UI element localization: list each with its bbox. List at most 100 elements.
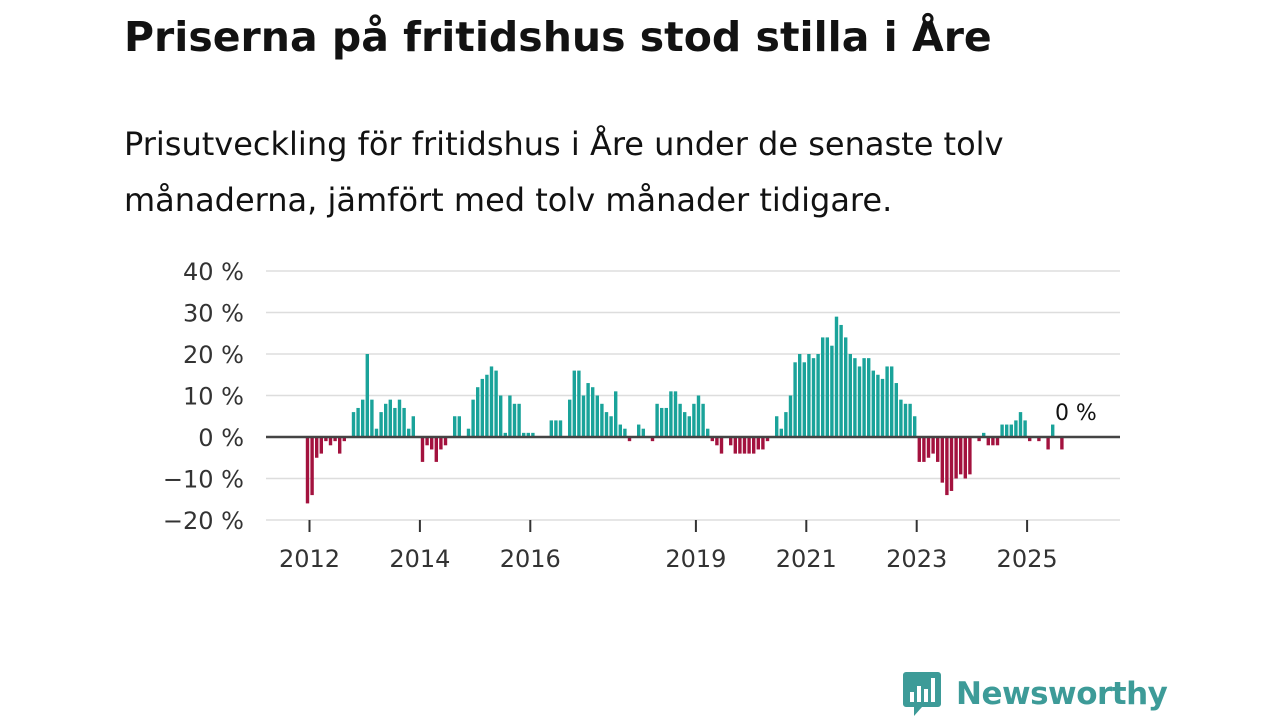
bar <box>397 399 402 437</box>
bar <box>945 437 949 496</box>
bar <box>913 416 917 437</box>
bar <box>811 358 816 437</box>
bar <box>365 354 369 437</box>
bar <box>393 407 397 437</box>
bar <box>439 437 443 450</box>
bar <box>977 437 981 442</box>
chart-title: Priserna på fritidshus stod stilla i Åre <box>124 13 992 61</box>
bar <box>742 437 747 454</box>
bar <box>899 399 903 437</box>
bar <box>485 374 489 437</box>
bar <box>342 437 346 442</box>
bar <box>926 437 931 458</box>
y-tick-label: −20 % <box>163 507 244 535</box>
bar <box>890 366 894 437</box>
x-tick-label: 2019 <box>665 545 726 573</box>
bar <box>871 370 875 437</box>
bar <box>522 432 526 437</box>
y-axis-labels: 40 % 30 % 20 % 10 % 0 % −10 % −20 % <box>163 258 244 535</box>
bar <box>830 345 834 437</box>
bar <box>991 437 995 446</box>
bar <box>664 407 668 437</box>
bar <box>761 437 765 450</box>
bar <box>848 354 852 437</box>
bar <box>457 416 461 437</box>
bar <box>1051 424 1055 437</box>
bar <box>407 428 411 437</box>
bar <box>351 412 356 437</box>
bar <box>480 378 484 437</box>
bar <box>857 366 862 437</box>
bar <box>968 437 972 475</box>
bar <box>683 412 687 437</box>
bar <box>669 391 673 437</box>
bar <box>319 437 323 454</box>
y-tick-label: 10 % <box>183 383 244 411</box>
bar <box>949 437 954 491</box>
bar <box>908 403 912 437</box>
bar <box>954 437 958 479</box>
bar <box>715 437 719 446</box>
x-tick-label: 2014 <box>389 545 450 573</box>
bar <box>917 437 921 462</box>
bar <box>816 354 820 437</box>
bar <box>471 399 475 437</box>
y-tick-label: 20 % <box>183 341 244 369</box>
bar <box>595 395 599 437</box>
x-axis: 2012 2014 2016 2019 2021 2023 2025 <box>279 520 1058 573</box>
bar <box>719 437 724 454</box>
bar <box>1014 420 1018 437</box>
x-tick-label: 2016 <box>500 545 561 573</box>
bar <box>370 399 374 437</box>
bar <box>1023 420 1027 437</box>
bar <box>867 358 871 437</box>
bar <box>963 437 967 479</box>
bar <box>678 403 682 437</box>
bar <box>802 362 806 437</box>
bar <box>517 403 521 437</box>
bar <box>765 437 770 442</box>
bar <box>747 437 751 454</box>
chart-subtitle: Prisutveckling för fritidshus i Åre unde… <box>124 125 1004 219</box>
bar <box>752 437 756 454</box>
y-tick-label: 0 % <box>198 424 244 452</box>
bar <box>623 428 627 437</box>
y-tick-label: 30 % <box>183 300 244 328</box>
bar <box>1009 424 1013 437</box>
bar <box>756 437 760 450</box>
bar <box>706 428 710 437</box>
bar <box>600 403 604 437</box>
bar <box>844 337 848 437</box>
bar <box>821 337 825 437</box>
bar <box>673 391 678 437</box>
bar <box>1018 412 1023 437</box>
bar <box>660 407 664 437</box>
bar <box>986 437 990 446</box>
bar <box>328 437 333 446</box>
bar <box>402 407 406 437</box>
x-tick-label: 2023 <box>886 545 947 573</box>
bar <box>880 378 885 437</box>
bar <box>637 424 641 437</box>
bar <box>834 316 839 437</box>
bar <box>959 437 963 475</box>
bar <box>374 428 379 437</box>
bar <box>604 412 609 437</box>
bar <box>903 403 908 437</box>
bar <box>1028 437 1032 442</box>
bar <box>310 437 314 496</box>
bar <box>862 358 866 437</box>
bar <box>641 428 645 437</box>
bar <box>692 403 696 437</box>
bar <box>315 437 319 458</box>
bar <box>531 432 535 437</box>
bar <box>1005 424 1009 437</box>
bar <box>361 399 365 437</box>
bar <box>876 374 880 437</box>
bar <box>388 399 392 437</box>
bar <box>614 391 618 437</box>
bar <box>839 324 843 437</box>
bar-chart: 40 %30 %20 %10 %0 %−10 %−20 % 2012 2014 20… <box>163 258 1120 573</box>
bar <box>558 420 563 437</box>
bar <box>305 437 310 504</box>
